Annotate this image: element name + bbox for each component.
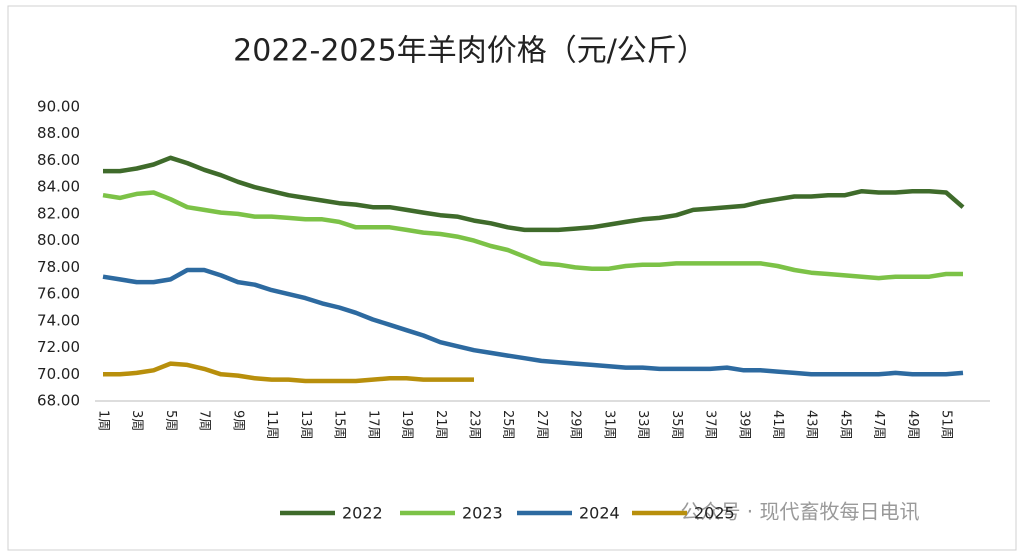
x-tick-label: 29周 (568, 410, 583, 440)
x-tick-label: 51周 (939, 410, 954, 440)
y-tick-label: 68.00 (37, 392, 80, 410)
y-tick-label: 86.00 (37, 151, 80, 169)
y-tick-label: 88.00 (37, 124, 80, 142)
legend-label: 2024 (579, 504, 620, 523)
x-tick-label: 3周 (129, 410, 144, 431)
series-line (102, 190, 963, 281)
y-tick-label: 72.00 (37, 338, 80, 356)
legend-label: 2022 (342, 504, 383, 523)
watermark: 公众号 · 现代畜牧每日电讯 (680, 500, 919, 524)
x-tick-label: 39周 (736, 410, 751, 440)
x-tick-label: 15周 (332, 410, 347, 440)
x-tick-label: 9周 (230, 410, 245, 431)
y-tick-label: 84.00 (37, 178, 80, 196)
y-tick-label: 70.00 (37, 365, 80, 383)
y-tick-label: 78.00 (37, 258, 80, 276)
y-tick-label: 90.00 (37, 98, 80, 116)
series-line (102, 267, 964, 377)
y-tick-label: 74.00 (37, 311, 80, 329)
x-tick-label: 25周 (500, 410, 515, 440)
x-tick-label: 41周 (770, 410, 785, 440)
x-tick-label: 17周 (365, 410, 380, 440)
x-tick-label: 33周 (635, 410, 650, 440)
y-tick-label: 82.00 (37, 204, 80, 222)
x-tick-label: 23周 (466, 410, 481, 440)
x-tick-label: 21周 (433, 410, 448, 440)
x-tick-label: 35周 (669, 410, 684, 440)
y-tick-label: 76.00 (37, 285, 80, 303)
x-tick-label: 11周 (264, 410, 279, 440)
x-tick-label: 19周 (399, 410, 414, 440)
x-tick-label: 47周 (871, 410, 886, 440)
series-line (103, 155, 965, 233)
x-tick-label: 49周 (905, 410, 920, 440)
x-tick-label: 37周 (703, 410, 718, 440)
x-tick-label: 5周 (163, 410, 178, 431)
x-tick-label: 13周 (298, 410, 313, 440)
legend-label: 2025 (694, 504, 735, 523)
x-tick-label: 31周 (601, 410, 616, 440)
legend-label: 2023 (462, 504, 503, 523)
chart-title: 2022-2025年羊肉价格（元/公斤） (233, 34, 707, 69)
series-line (103, 361, 474, 384)
y-tick-label: 80.00 (37, 231, 80, 249)
x-tick-label: 43周 (804, 410, 819, 440)
x-tick-label: 45周 (837, 410, 852, 440)
x-tick-label: 27周 (534, 410, 549, 440)
x-tick-label: 1周 (96, 410, 111, 431)
x-tick-label: 7周 (197, 410, 212, 431)
